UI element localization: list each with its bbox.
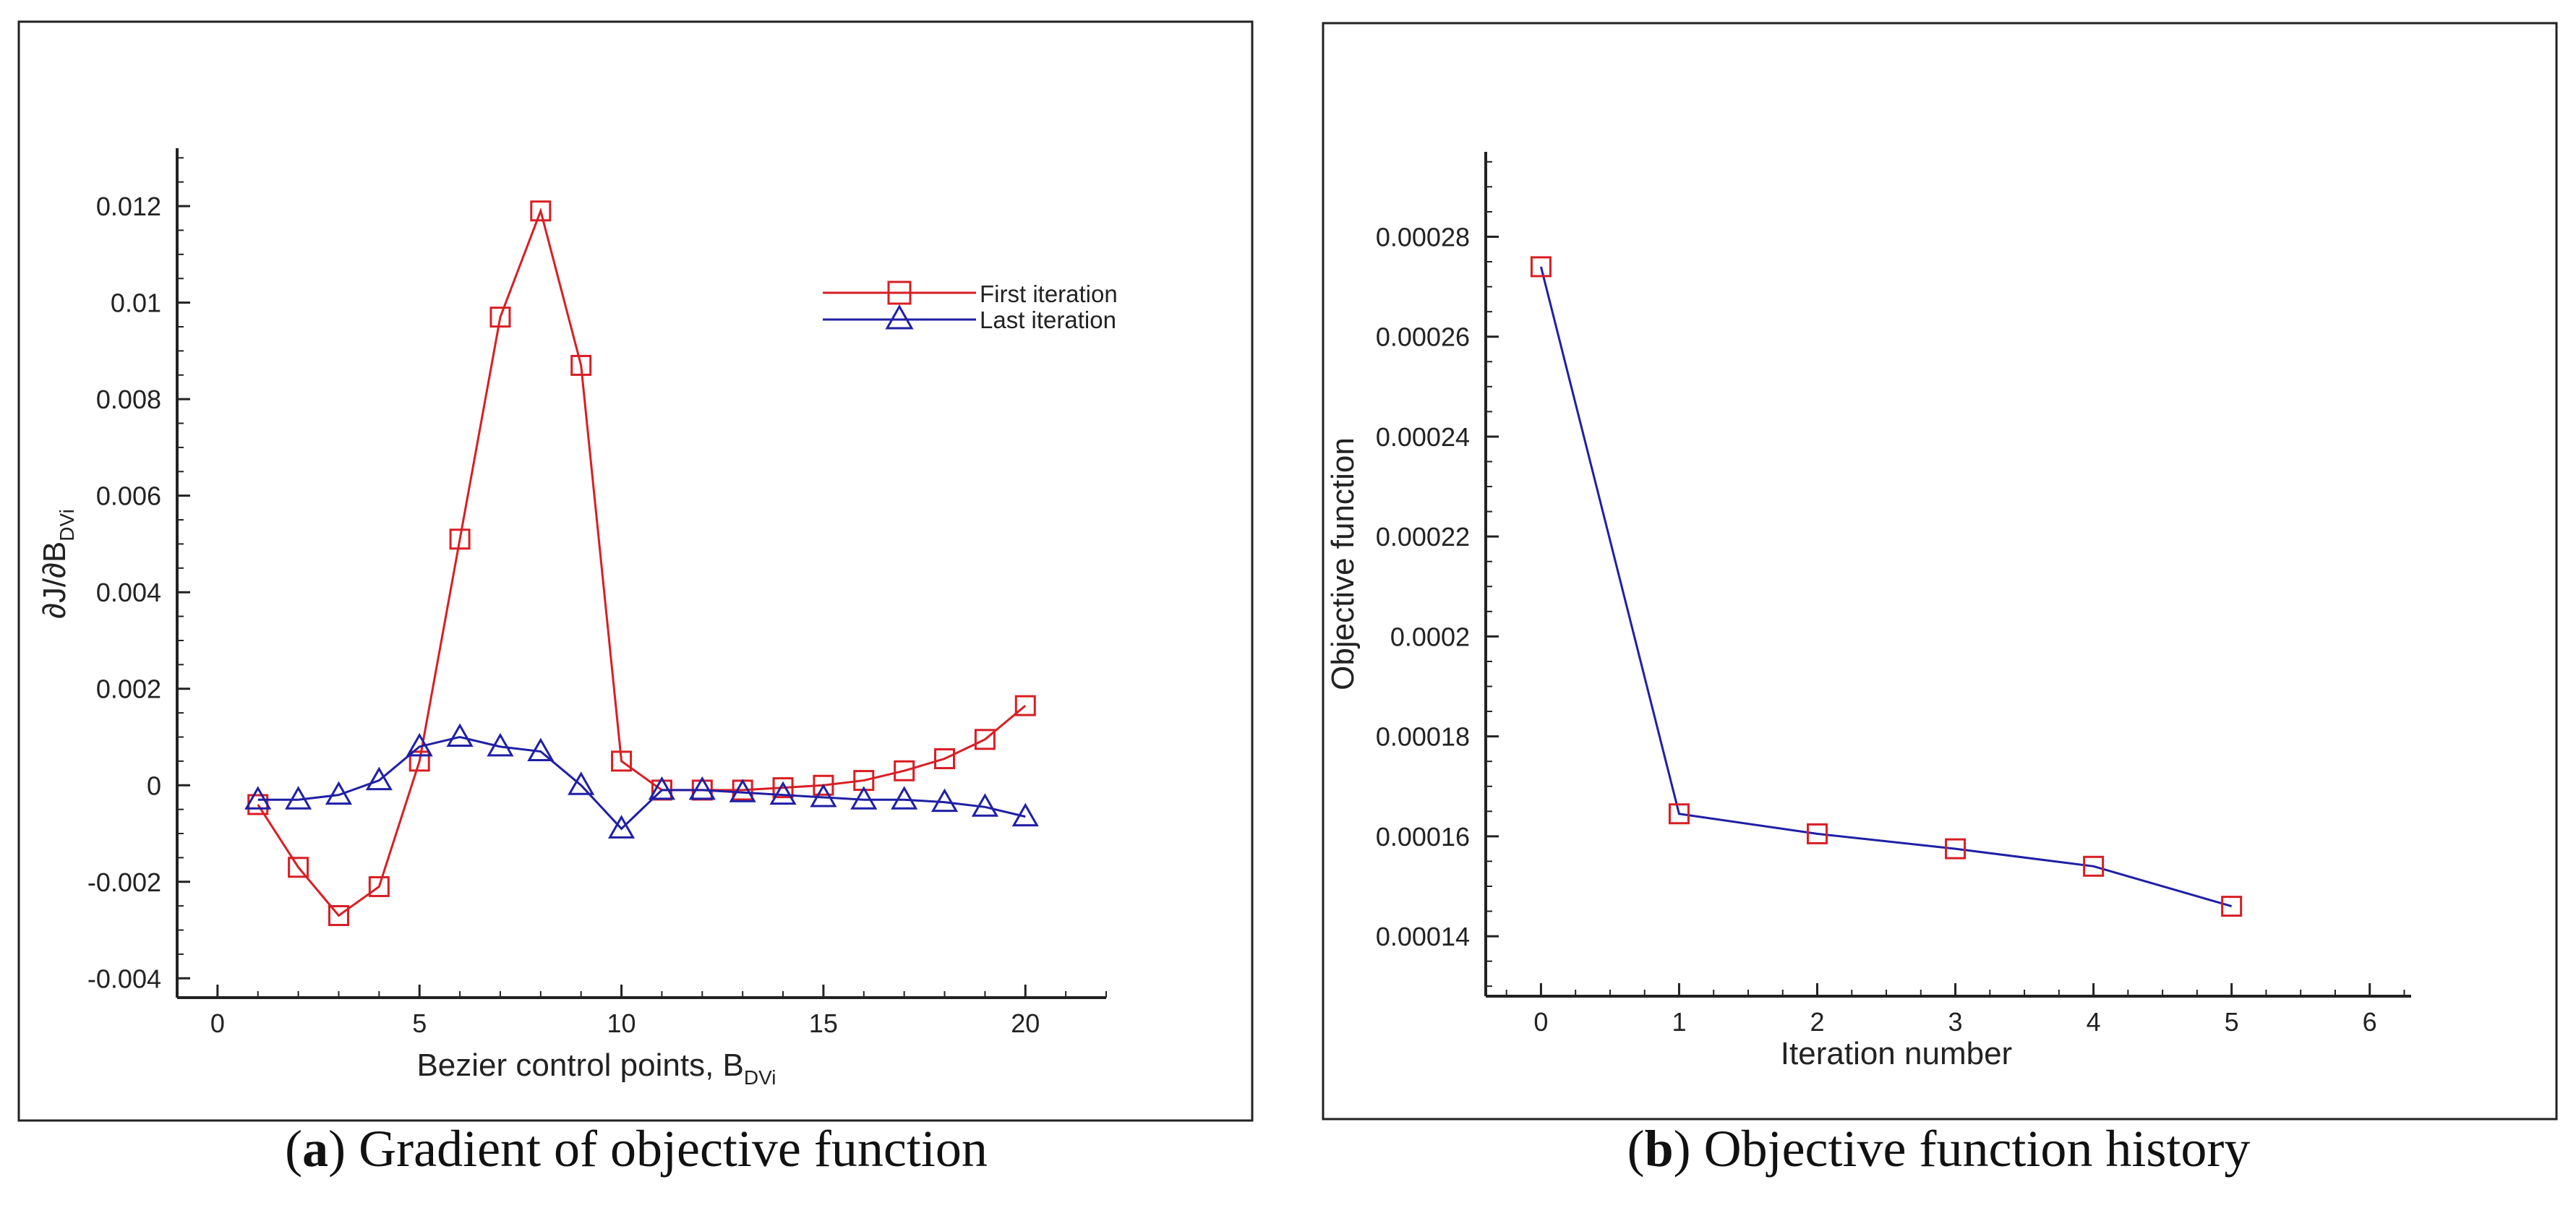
series-line-first-iteration [257, 207, 1027, 917]
chart-a-ylabel: ∂J/∂BDVi [37, 509, 78, 619]
data-point-first-iteration [288, 857, 309, 878]
x-tick-label: 5 [412, 1008, 427, 1038]
data-point-last-iteration [244, 786, 272, 810]
series-line-objective-function [1539, 266, 2233, 908]
x-tick-label: 10 [607, 1008, 636, 1038]
data-point-first-iteration [570, 354, 592, 376]
x-tick-label: 2 [1810, 1007, 1824, 1037]
data-point-objective-function [2083, 855, 2105, 877]
legend-first-iteration-label: First iteration [980, 280, 1118, 307]
caption-b: (b) Objective function history [1627, 1120, 2251, 1178]
data-point-first-iteration [530, 200, 552, 222]
x-tick-label: 0 [210, 1008, 225, 1038]
data-point-objective-function [2221, 896, 2243, 917]
chart-a: 0 5 10 15 20 -0.004 -0.002 0 0.002 0.004 0.006 0.00… [17, 20, 1254, 1122]
chart-b-ylabel: Objective function [1325, 437, 1361, 690]
chart-b-frame [1322, 22, 2558, 1121]
x-tick-label: 4 [2087, 1007, 2101, 1037]
data-point-first-iteration [489, 307, 511, 328]
y-tick-label: 0.00024 [1376, 422, 1470, 452]
x-tick-label: 6 [2363, 1007, 2377, 1037]
data-point-first-iteration [408, 750, 430, 772]
data-point-first-iteration [328, 905, 349, 927]
data-point-last-iteration [810, 783, 837, 808]
chart-b-xlabel: Iteration number [1781, 1036, 2012, 1071]
data-point-last-iteration [568, 771, 595, 795]
legend-last-iteration-marker [885, 304, 914, 330]
chart-b: 0 1 2 3 4 5 6 0.00014 0.00016 0.00018 0.0002 0.0002… [1322, 22, 2558, 1121]
data-point-last-iteration [446, 723, 474, 747]
data-point-objective-function [1668, 803, 1690, 825]
data-point-first-iteration [934, 748, 956, 770]
y-tick-label: 0.0002 [1390, 622, 1470, 651]
legend-first-iteration-marker [887, 280, 912, 305]
chart-a-frame [17, 20, 1254, 1122]
data-point-objective-function [1945, 838, 1967, 860]
data-point-last-iteration [285, 786, 312, 810]
data-point-first-iteration [1014, 695, 1036, 716]
caption-a: (a) Gradient of objective function [285, 1120, 988, 1178]
data-point-first-iteration [813, 774, 834, 796]
data-point-first-iteration [611, 750, 633, 772]
x-tick-label: 20 [1011, 1008, 1040, 1038]
data-point-first-iteration [772, 777, 794, 799]
y-tick-label: -0.004 [87, 964, 161, 993]
data-point-last-iteration [406, 732, 433, 757]
data-point-last-iteration [769, 781, 797, 805]
y-tick-label: 0.01 [111, 288, 161, 318]
x-tick-label: 5 [2225, 1007, 2239, 1037]
y-tick-label: 0.002 [96, 674, 161, 704]
x-tick-label: 0 [1533, 1007, 1548, 1037]
data-point-objective-function [1530, 256, 1552, 278]
legend-last-iteration-label: Last iteration [980, 307, 1116, 333]
x-tick-label: 3 [1948, 1007, 1963, 1037]
data-point-last-iteration [688, 776, 716, 800]
data-point-last-iteration [971, 793, 998, 817]
data-point-last-iteration [607, 815, 636, 839]
chart-a-xlabel: Bezier control points, BDVi [416, 1048, 776, 1089]
y-tick-label: 0.00018 [1376, 722, 1470, 752]
y-tick-label: 0.004 [96, 578, 161, 607]
data-point-first-iteration [974, 729, 996, 750]
data-point-last-iteration [850, 786, 878, 810]
data-point-last-iteration [891, 786, 918, 810]
data-point-last-iteration [930, 788, 959, 813]
data-point-last-iteration [648, 776, 676, 800]
x-tick-label: 15 [809, 1008, 838, 1038]
y-tick-label: 0 [147, 771, 161, 800]
data-point-first-iteration [449, 528, 471, 550]
y-tick-label: 0.00022 [1376, 522, 1470, 552]
data-point-last-iteration [527, 737, 555, 762]
y-tick-label: 0.008 [96, 385, 161, 414]
chart-a-legend: First iteration Last iteration [823, 280, 1118, 333]
data-point-last-iteration [325, 781, 353, 805]
y-tick-label: 0.012 [96, 192, 161, 221]
y-tick-label: 0.00026 [1376, 322, 1470, 352]
data-point-objective-function [1807, 823, 1828, 844]
y-tick-label: 0.006 [96, 481, 161, 511]
data-point-first-iteration [368, 875, 390, 897]
data-point-first-iteration [894, 760, 915, 781]
data-point-last-iteration [1011, 802, 1039, 827]
y-tick-label: 0.00014 [1376, 922, 1470, 951]
data-point-last-iteration [365, 766, 393, 791]
data-point-last-iteration [487, 732, 514, 757]
x-tick-label: 1 [1672, 1007, 1686, 1037]
y-tick-label: 0.00028 [1376, 222, 1470, 252]
y-tick-label: -0.002 [87, 868, 161, 897]
y-tick-label: 0.00016 [1376, 822, 1470, 852]
data-point-last-iteration [729, 779, 756, 802]
